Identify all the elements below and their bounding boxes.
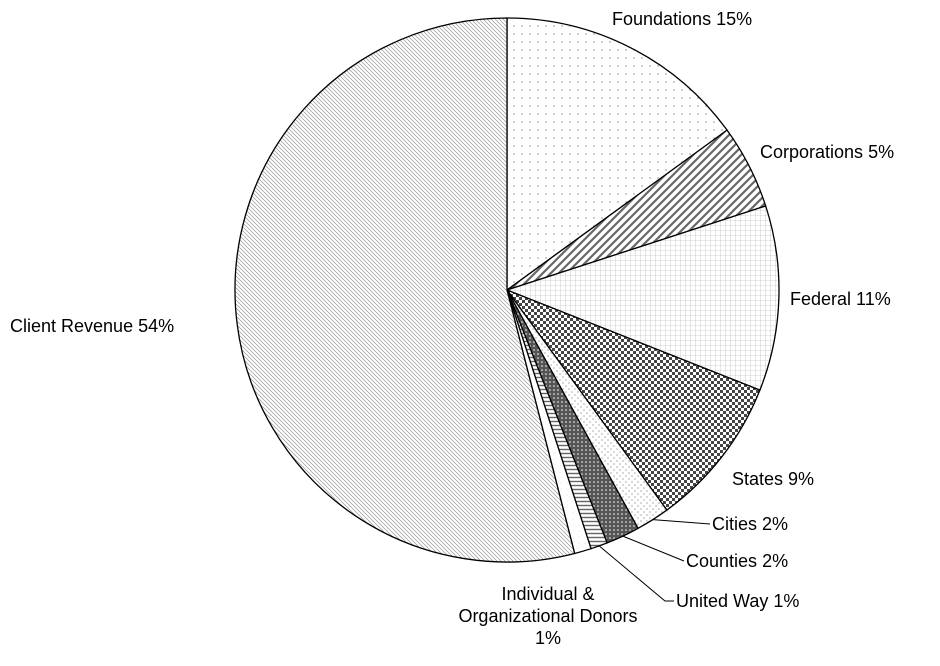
slice-value: 54%	[138, 316, 175, 336]
slice-label: Cities 2%	[712, 513, 788, 535]
slice-label: Counties 2%	[686, 550, 788, 572]
slice-value: 11%	[856, 289, 891, 309]
slice-label: Corporations 5%	[760, 141, 894, 163]
slice-value: 5%	[868, 142, 895, 162]
slice-name: Foundations	[612, 9, 712, 29]
slice-name: United Way	[676, 591, 769, 611]
slice-label: Client Revenue 54%	[10, 315, 174, 337]
pie-slice	[234, 17, 576, 563]
pie-slice	[505, 288, 761, 511]
slice-value: 1%	[773, 591, 800, 611]
slice-name: Federal	[790, 289, 852, 309]
slice-label: States 9%	[732, 468, 814, 490]
leader-line	[598, 545, 674, 602]
slice-name: Client Revenue	[10, 316, 134, 336]
pie-slice	[506, 17, 728, 292]
slice-value: 15%	[716, 9, 753, 29]
slice-name: Counties	[686, 551, 758, 571]
slice-label: Federal 11%	[790, 288, 891, 310]
slice-label: Foundations 15%	[612, 8, 752, 30]
slice-name: Corporations	[760, 142, 864, 162]
pie-slice	[505, 205, 780, 391]
slice-value: 2%	[762, 551, 789, 571]
slice-name: States	[732, 469, 784, 489]
slice-name: Individual & Organizational Donors	[458, 584, 638, 626]
slice-value: 1%	[534, 628, 561, 648]
slice-label: United Way 1%	[676, 590, 799, 612]
slice-value: 9%	[788, 469, 815, 489]
leader-line	[622, 535, 685, 562]
slice-value: 2%	[762, 514, 789, 534]
slice-name: Cities	[712, 514, 758, 534]
slice-label: Individual & Organizational Donors 1%	[443, 583, 653, 649]
leader-line	[652, 519, 711, 525]
